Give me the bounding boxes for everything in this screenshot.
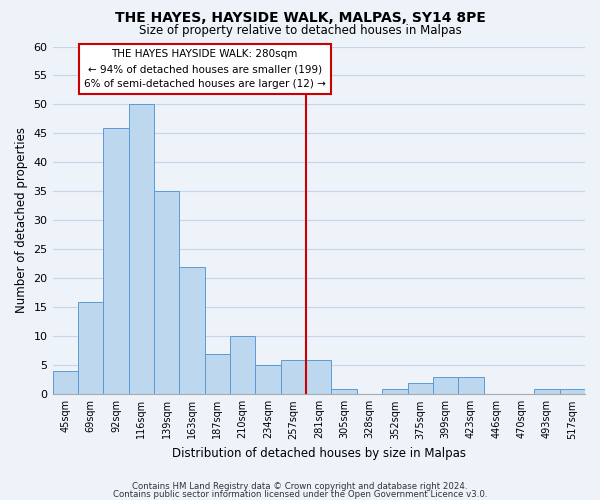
Bar: [103, 128, 128, 394]
Bar: [78, 302, 103, 394]
Bar: [331, 388, 357, 394]
Bar: [560, 388, 585, 394]
Bar: [281, 360, 306, 394]
Text: Contains public sector information licensed under the Open Government Licence v3: Contains public sector information licen…: [113, 490, 487, 499]
Text: Contains HM Land Registry data © Crown copyright and database right 2024.: Contains HM Land Registry data © Crown c…: [132, 482, 468, 491]
Bar: [306, 360, 331, 394]
Bar: [53, 371, 78, 394]
Bar: [128, 104, 154, 395]
Text: THE HAYES HAYSIDE WALK: 280sqm
← 94% of detached houses are smaller (199)
6% of : THE HAYES HAYSIDE WALK: 280sqm ← 94% of …: [84, 50, 326, 89]
Bar: [205, 354, 230, 395]
Bar: [382, 388, 407, 394]
Text: THE HAYES, HAYSIDE WALK, MALPAS, SY14 8PE: THE HAYES, HAYSIDE WALK, MALPAS, SY14 8P…: [115, 11, 485, 25]
Bar: [407, 382, 433, 394]
Bar: [230, 336, 256, 394]
Bar: [154, 192, 179, 394]
Text: Size of property relative to detached houses in Malpas: Size of property relative to detached ho…: [139, 24, 461, 37]
X-axis label: Distribution of detached houses by size in Malpas: Distribution of detached houses by size …: [172, 447, 466, 460]
Bar: [458, 377, 484, 394]
Bar: [433, 377, 458, 394]
Bar: [179, 267, 205, 394]
Bar: [534, 388, 560, 394]
Y-axis label: Number of detached properties: Number of detached properties: [15, 128, 28, 314]
Bar: [256, 366, 281, 394]
